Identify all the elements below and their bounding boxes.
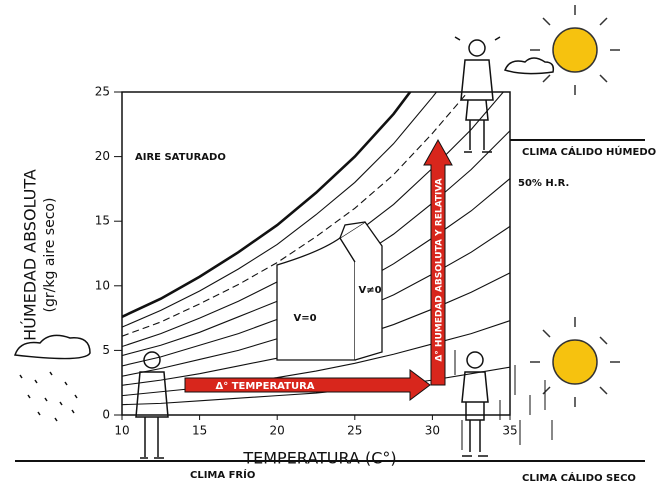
y-tick-label: 15 — [95, 214, 110, 228]
annotation: V=0 — [293, 313, 316, 324]
annotation: CLIMA CÁLIDO HÚMEDO — [522, 145, 656, 158]
annotation: AIRE SATURADO — [135, 152, 226, 163]
chart: Δ° TEMPERATURA Δ° HUMEDAD ABSOLUTA Y RELA… — [0, 0, 661, 486]
x-tick-label: 10 — [114, 424, 129, 438]
x-tick-label: 15 — [192, 424, 207, 438]
y-tick-label: 25 — [95, 85, 110, 99]
annotation: 50% H.R. — [518, 178, 569, 189]
annotation: V≠0 — [358, 285, 381, 296]
x-tick-label: 25 — [347, 424, 362, 438]
x-axis-label: TEMPERATURA (C°) — [242, 449, 396, 468]
y-tick-label: 0 — [102, 408, 110, 422]
x-tick-label: 35 — [502, 424, 517, 438]
arrow-label: Δ° HUMEDAD ABSOLUTA Y RELATIVA — [435, 178, 445, 361]
y-tick-label: 20 — [95, 149, 110, 163]
arrow-label: Δ° TEMPERATURA — [215, 381, 314, 392]
annotation: CLIMA CÁLIDO SECO — [522, 471, 636, 484]
annotation: CLIMA FRÍO — [190, 468, 255, 481]
y-axis-label: HÚMEDAD ABSOLUTA — [21, 169, 40, 341]
y-tick-label: 5 — [102, 343, 110, 357]
y-tick-label: 10 — [95, 278, 110, 292]
x-tick-label: 20 — [270, 424, 285, 438]
y-axis-label: (gr/kg aire seco) — [42, 198, 58, 313]
x-tick-label: 30 — [425, 424, 440, 438]
